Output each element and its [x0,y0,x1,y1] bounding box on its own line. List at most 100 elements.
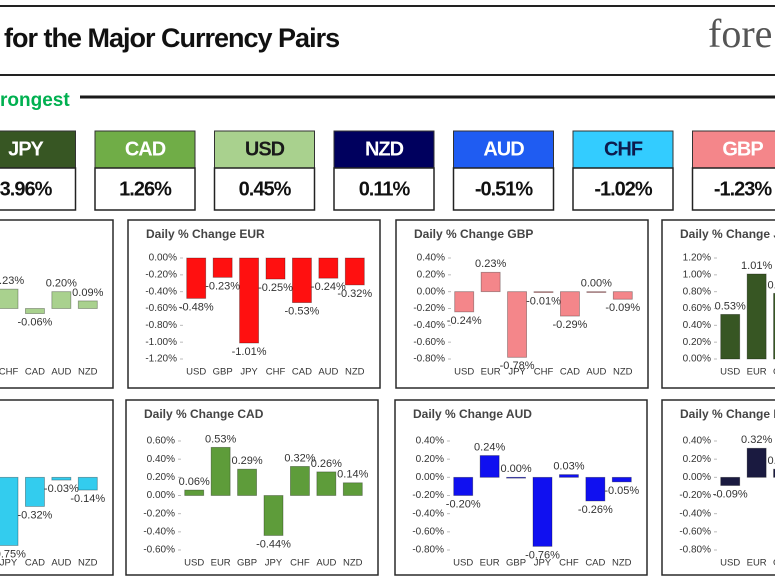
currency-value: 3.96% [0,178,53,200]
value-label: 0.32% [741,434,772,446]
currency-header [572,130,674,169]
chart-title: Daily % Change GBP [414,227,533,241]
value-label: -0.24% [447,315,482,327]
bar [454,291,475,313]
page-title: for the Major Currency Pairs [4,23,339,53]
currency-header [453,130,554,169]
y-tick-label: -0.60% [679,526,711,537]
currency-value-box [452,167,555,211]
bar [480,271,501,293]
value-label: 0.14% [337,469,368,481]
value-label: -0.26% [578,504,613,516]
category-label: AUD [51,558,71,569]
chart-panel: Daily % Change NZD0.40%0.20%0.00%-0.20%-… [661,399,775,576]
category-label: GBP [773,558,775,569]
value-label: 0.03% [553,461,584,473]
y-tick-label: -0.40% [679,508,711,519]
bar [506,476,526,479]
category-label: JPY [534,558,552,569]
category-label: EUR [747,367,767,378]
category-label: USD [720,367,740,378]
y-tick-label: 1.20% [683,253,711,264]
currency-header [0,130,76,169]
y-tick-label: -0.40% [145,286,177,297]
currency-value-box [333,167,435,211]
currency-header [94,130,196,169]
y-tick-label: -0.60% [145,303,177,314]
value-label: -0.14% [70,493,105,505]
category-label: CAD [585,558,605,569]
bar [479,455,500,478]
bar [720,313,741,360]
currency-value-box [0,167,77,211]
bar [25,476,45,507]
category-label: USD [454,367,474,378]
y-tick-label: 0.20% [683,337,711,348]
value-label: 0.32% [284,452,315,464]
value-label: -0.05% [604,485,639,497]
value-label: -0.32% [337,288,372,300]
category-label: EUR [211,558,231,569]
category-label: GBP [237,558,257,569]
y-tick-label: -0.20% [143,508,175,519]
value-label: 0.29% [231,455,262,467]
y-tick-label: 0.60% [683,303,711,314]
currency-value: -1.02% [594,178,653,200]
bar [0,288,19,309]
y-tick-label: -0.20% [145,269,177,280]
chart-panel: Daily % Change EUR 0.00% -0.20% -0.40% -0.60… [127,219,381,389]
y-tick-label: -0.40% [413,320,445,331]
category-label: AUD [318,367,338,378]
category-label: USD [184,558,204,569]
category-label: AUD [51,367,71,378]
category-label: CHF [266,367,286,378]
section-title: rongest [0,90,70,111]
bar [265,257,286,280]
value-label: -0.03% [44,483,79,495]
value-label: -0.06% [17,316,52,328]
category-label: EUR [481,367,501,378]
category-label: USD [453,558,473,569]
value-label: -0.09% [605,302,640,314]
currency-name: JPY [8,138,44,160]
bar [559,474,579,478]
y-tick-label: 0.00% [683,354,711,365]
category-label: GBP [213,367,233,378]
bar [316,471,337,496]
category-label: CAD [560,367,580,378]
currency-name: GBP [722,138,763,160]
value-label: -0.75% [0,548,26,560]
value-label: 0.23% [475,258,506,270]
category-label: NZD [345,367,365,378]
value-label: -0.09% [713,488,748,500]
y-tick-label: 0.00% [147,490,175,501]
bar [77,300,98,309]
bar [586,291,607,293]
bar [318,257,339,279]
bar [25,308,45,314]
bar [186,257,207,299]
currency-header [692,130,775,169]
currency-name: CHF [604,138,643,160]
chart-title: Daily % Change EUR [146,227,265,241]
bar [611,476,632,483]
category-label: JPY [265,558,283,569]
chart-panel: Daily % Change GBP0.40%0.20%0.00%-0.20%-… [395,219,649,389]
chart-panel: JPY-0.75%CAD -0.32% AUD -0.03% NZD -0.14% [0,399,114,576]
bar [773,468,775,478]
bar [77,476,98,491]
currency-value-box [94,167,196,211]
bar [612,291,633,300]
y-tick-label: -0.40% [143,526,175,537]
chart-title: Daily % Change AUD [413,407,532,421]
y-tick-label: -0.60% [143,545,175,556]
chart-panel: Daily % Change AUD0.40%0.20%0.00%-0.20%-… [394,399,648,576]
chart-title: Daily % Change NZD [680,407,775,421]
y-tick-label: -0.60% [412,526,444,537]
currency-name: CAD [125,138,166,160]
bar [51,476,72,481]
y-tick-label: 0.40% [683,436,711,447]
value-label: 0.26% [311,458,342,470]
category-label: GBP [773,367,775,378]
